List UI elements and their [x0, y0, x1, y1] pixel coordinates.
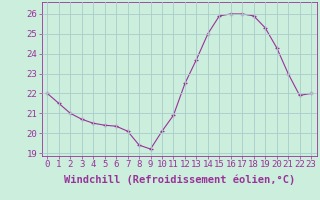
X-axis label: Windchill (Refroidissement éolien,°C): Windchill (Refroidissement éolien,°C): [64, 175, 295, 185]
